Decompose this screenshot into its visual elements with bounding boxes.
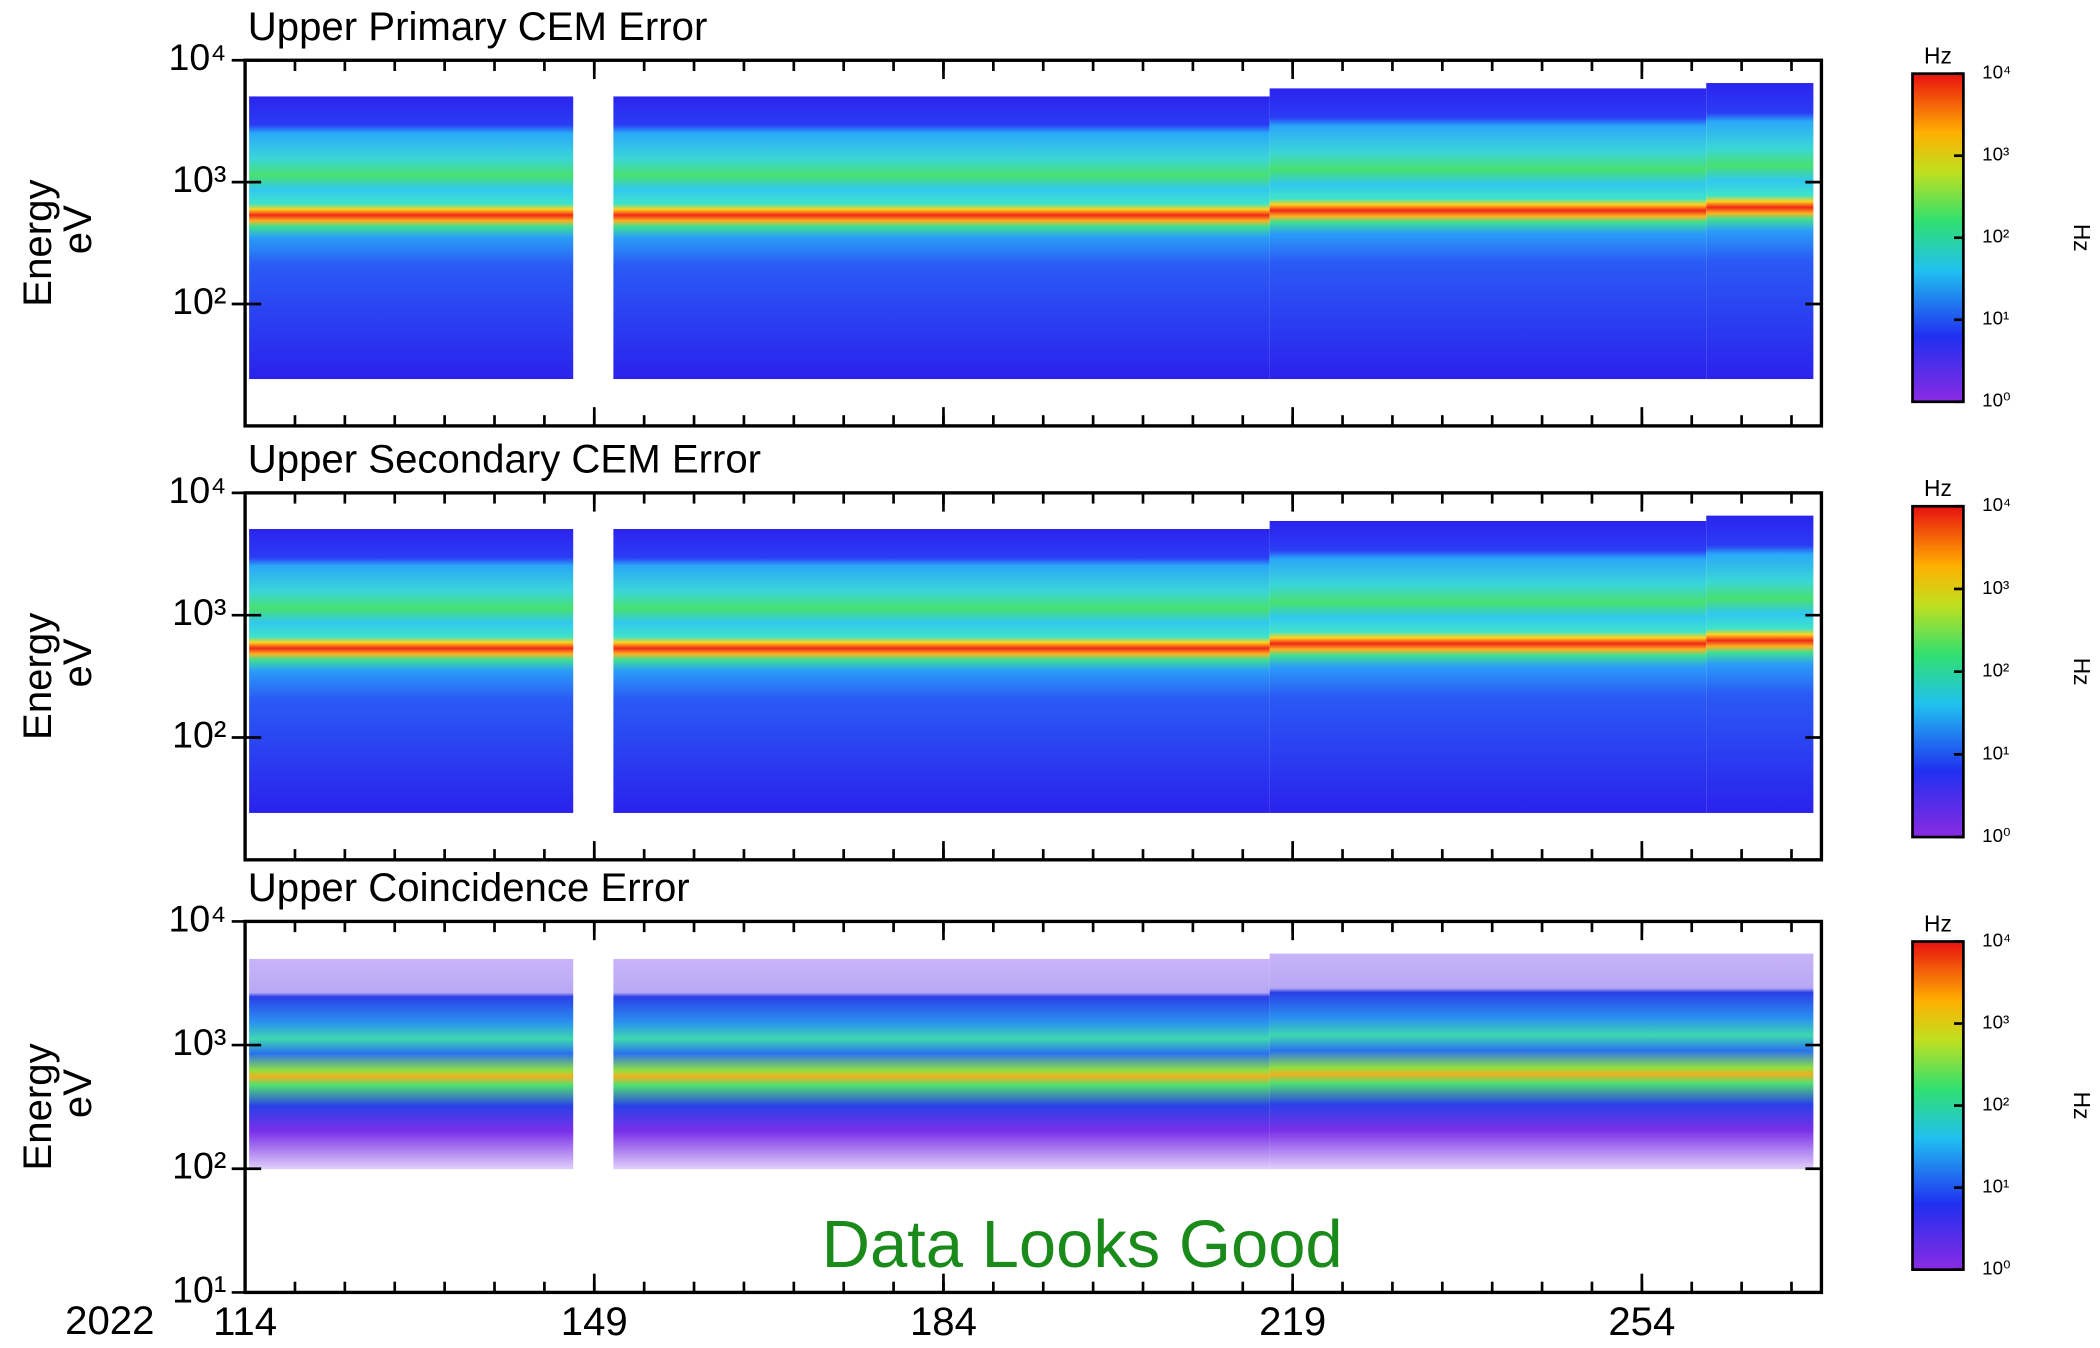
colorbar-title: Hz bbox=[1924, 43, 1952, 69]
annotation: Data Looks Good bbox=[822, 1207, 1343, 1282]
y-tick-label: 10³ bbox=[172, 1021, 226, 1063]
spectrogram bbox=[249, 83, 1814, 1170]
x-tick-label: 184 bbox=[910, 1299, 977, 1344]
y-tick-label: 10⁴ bbox=[169, 897, 227, 939]
colorbar-tick-label: 10³ bbox=[1982, 577, 2009, 598]
y-tick-label: 10⁴ bbox=[169, 36, 227, 78]
colorbar-tick-label: 10¹ bbox=[1982, 1176, 2009, 1197]
colorbar-tick-label: 10³ bbox=[1982, 1012, 2009, 1033]
colorbar-tick-label: 10¹ bbox=[1982, 742, 2009, 763]
y-tick-label: 10³ bbox=[172, 158, 226, 200]
year-label: 2022 bbox=[65, 1298, 154, 1343]
panel-title: Upper Coincidence Error bbox=[248, 865, 690, 910]
colorbar-tick-label: 10⁴ bbox=[1982, 62, 2011, 83]
x-tick-label: 219 bbox=[1259, 1299, 1326, 1344]
colorbar-label: Hz bbox=[2069, 658, 2095, 686]
plot-frame bbox=[243, 919, 1824, 1295]
y-tick-label: 10³ bbox=[172, 591, 226, 633]
y-tick-label: 10¹ bbox=[172, 1268, 226, 1310]
y-axis-label: Energy bbox=[15, 179, 60, 306]
colorbar-tick-label: 10⁰ bbox=[1982, 1258, 2010, 1279]
plot-frame bbox=[243, 58, 1824, 428]
colorbar-tick-label: 10⁰ bbox=[1982, 390, 2010, 411]
y-tick-label: 10⁴ bbox=[169, 469, 227, 511]
colorbar-tick-label: 10² bbox=[1982, 1094, 2009, 1115]
y-axis-unit: eV bbox=[55, 205, 100, 254]
colorbar-title: Hz bbox=[1924, 910, 1952, 936]
x-tick-label: 254 bbox=[1608, 1299, 1675, 1344]
y-axis-label: Energy bbox=[15, 1043, 60, 1170]
colorbar-label: Hz bbox=[2069, 1092, 2095, 1120]
colorbar-tick-label: 10⁴ bbox=[1982, 929, 2011, 950]
y-axis-label: Energy bbox=[15, 613, 60, 740]
y-axis-unit: eV bbox=[55, 1069, 100, 1118]
colorbar-tick-label: 10⁴ bbox=[1982, 494, 2011, 515]
y-tick-label: 10² bbox=[172, 280, 226, 322]
colorbar-tick-label: 10² bbox=[1982, 226, 2009, 247]
x-tick-label: 149 bbox=[561, 1299, 628, 1344]
panel-title: Upper Secondary CEM Error bbox=[248, 437, 761, 482]
y-tick-label: 10² bbox=[172, 713, 226, 755]
colorbar-tick-label: 10² bbox=[1982, 660, 2009, 681]
x-tick-label: 114 bbox=[213, 1299, 277, 1344]
colorbar-title: Hz bbox=[1924, 475, 1952, 501]
y-axis-unit: eV bbox=[55, 638, 100, 687]
panel-title: Upper Primary CEM Error bbox=[248, 4, 708, 49]
y-tick-label: 10² bbox=[172, 1145, 226, 1187]
colorbar-label: Hz bbox=[2069, 224, 2095, 252]
plot-frame bbox=[243, 491, 1824, 862]
colorbar-tick-label: 10³ bbox=[1982, 144, 2009, 165]
colorbar-tick-label: 10⁰ bbox=[1982, 825, 2010, 846]
colorbar-tick-label: 10¹ bbox=[1982, 308, 2009, 329]
